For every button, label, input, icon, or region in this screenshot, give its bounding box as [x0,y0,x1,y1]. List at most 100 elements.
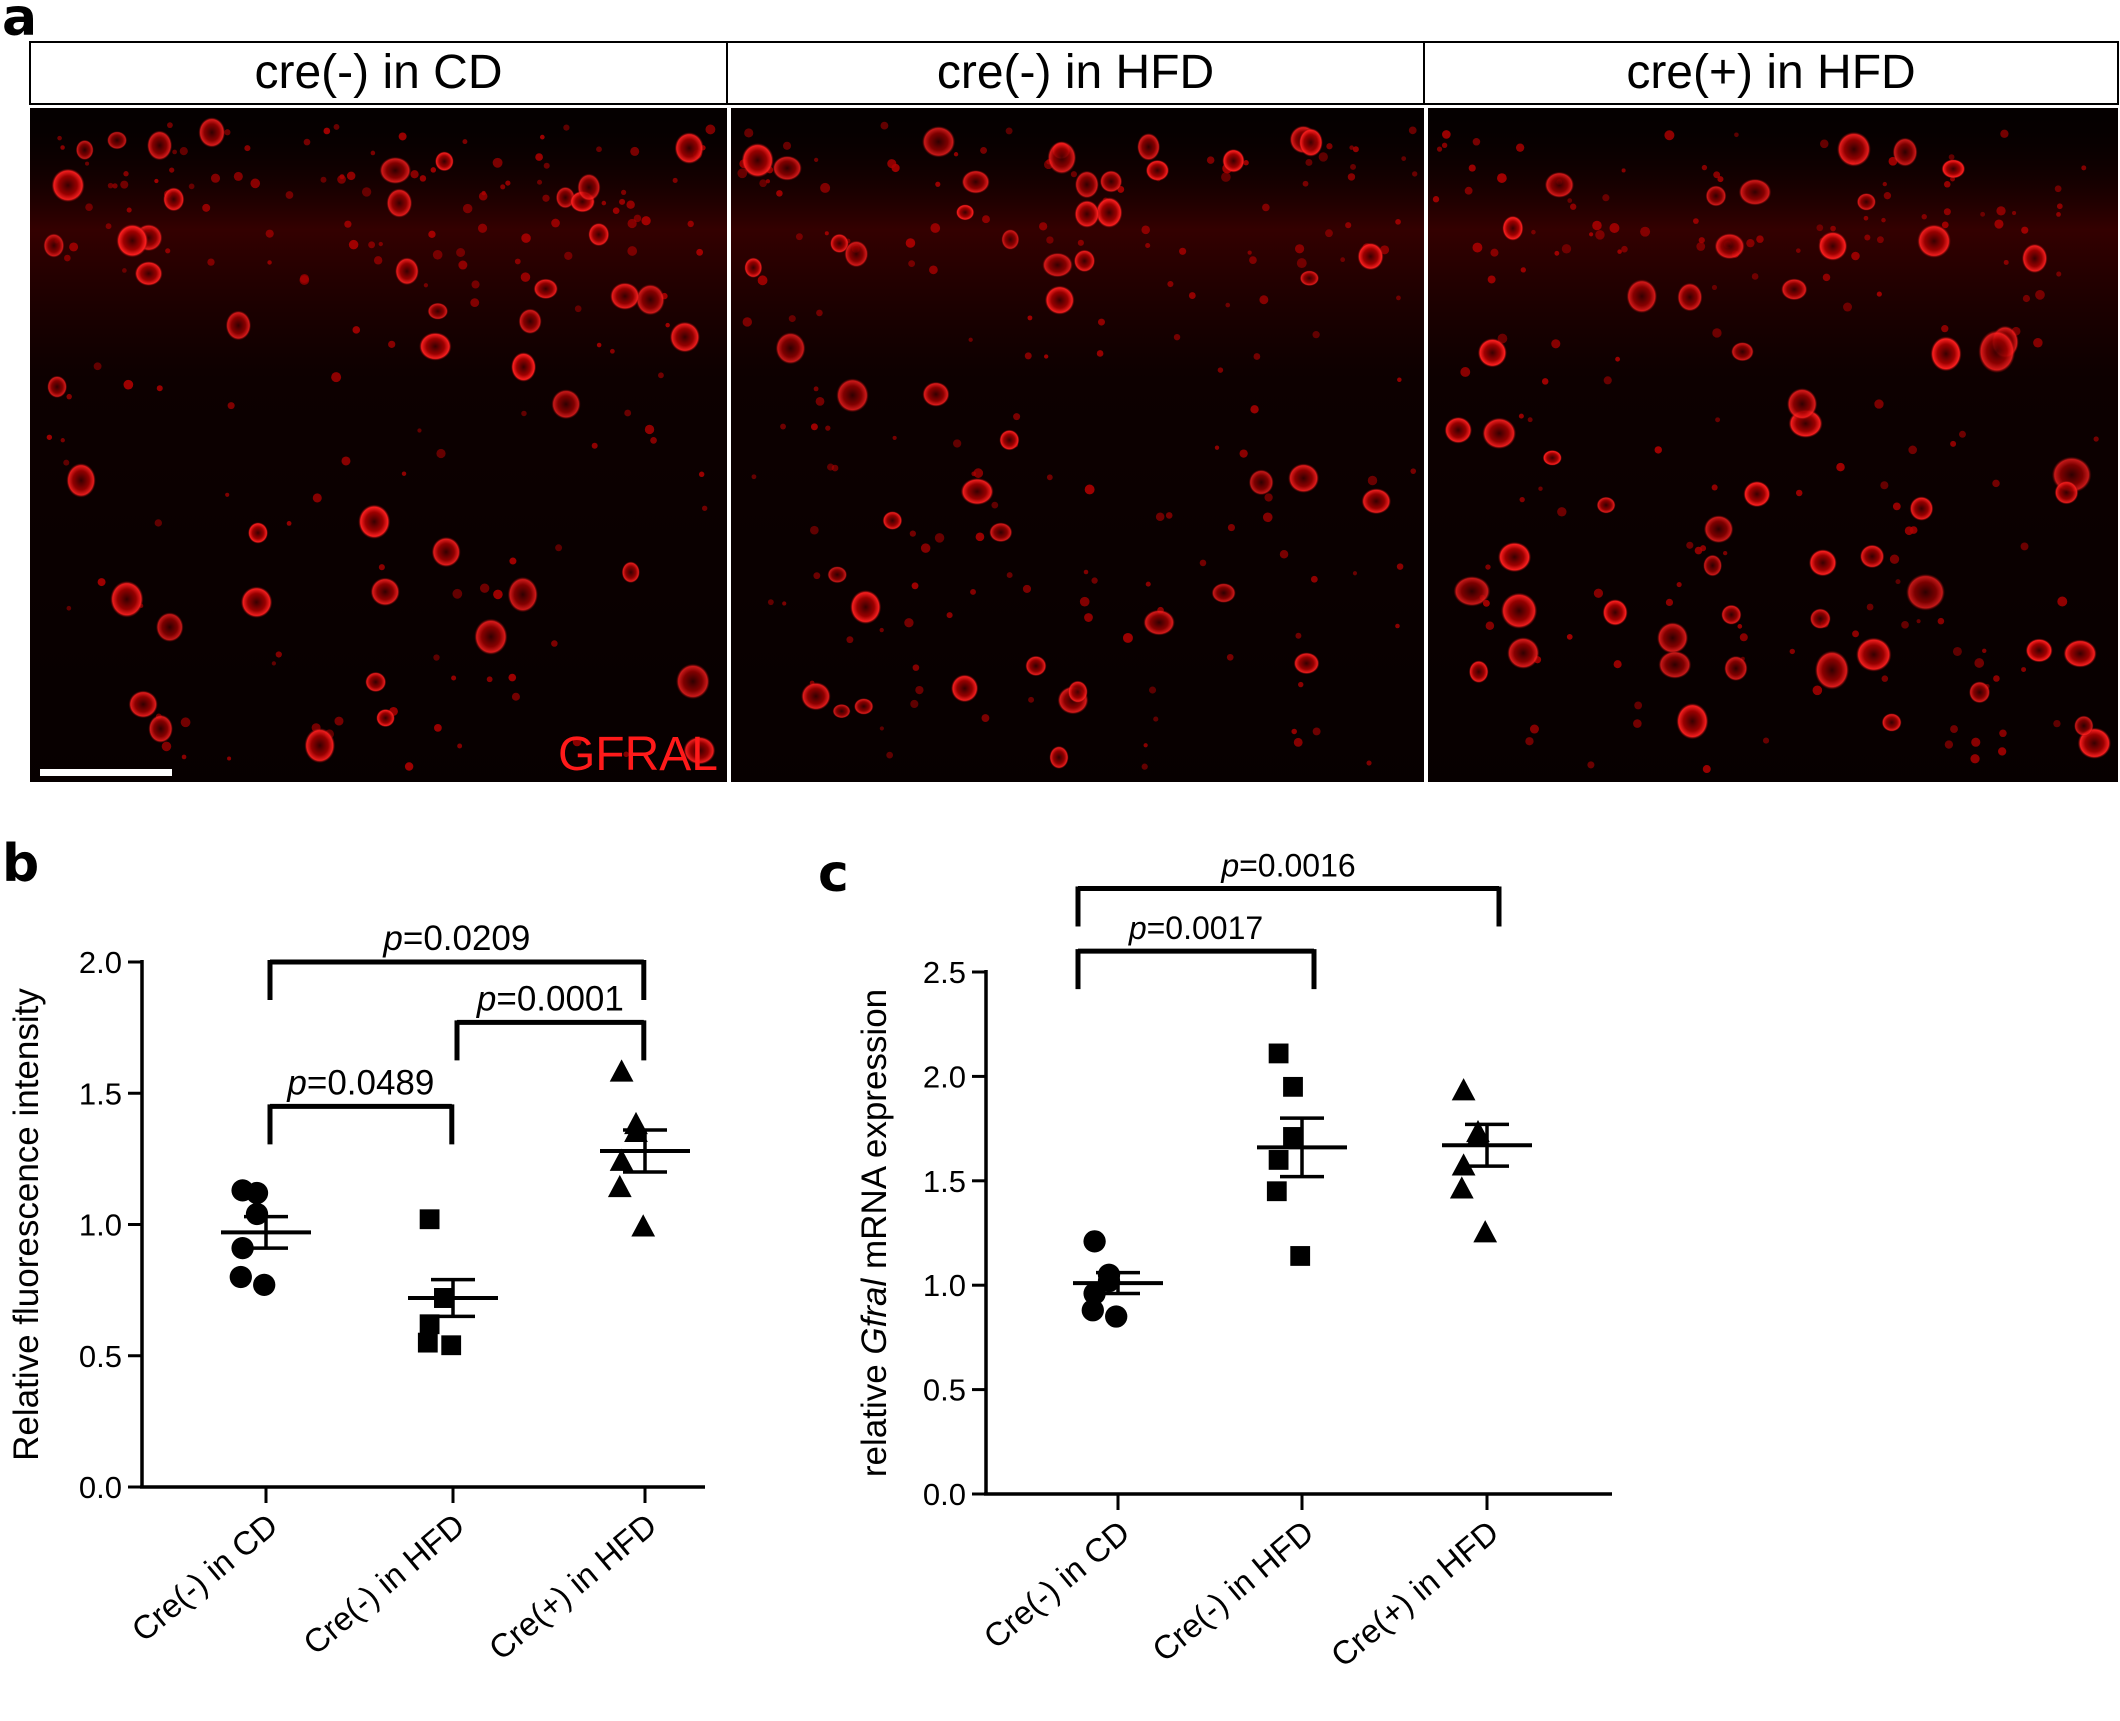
speckle [1490,248,1499,257]
cell-body [155,612,184,643]
speckle [169,167,175,173]
speckle [1325,229,1333,238]
cell-body [1497,541,1532,573]
cell-body [1073,249,1096,273]
speckle [1293,737,1303,747]
chart-b: 0.0 0.5 1.0 1.5 2.0 Relative fluorescence int… [7,919,705,1667]
speckle [980,146,988,154]
cell-body [921,125,956,158]
cell-body [577,173,601,202]
cell-body [507,576,539,613]
cell-body [1507,637,1540,670]
speckle [1561,244,1572,254]
speckle [744,128,754,138]
cell-body [434,151,454,172]
cell-body [772,155,803,181]
cell-body [1047,140,1077,175]
speckle [492,157,503,168]
speckle [1554,250,1560,256]
speckle [1141,763,1148,770]
speckle [827,463,835,471]
data-point-triangle [1449,1176,1474,1199]
cell-body [134,261,163,287]
speckle [780,423,786,430]
speckle [1952,646,1962,656]
speckle [1518,413,1524,419]
speckle [904,618,914,628]
speckle [973,468,984,478]
data-point-triangle [1451,1078,1476,1101]
data-point-triangle [607,1174,632,1198]
speckle [57,135,62,141]
speckle [85,203,93,211]
speckle [887,159,897,169]
speckle [451,675,457,681]
speckle [120,180,129,189]
cell-body [474,618,508,655]
speckle [892,435,897,441]
speckle [122,268,127,273]
speckle [1295,632,1302,639]
speckle [879,627,884,633]
speckle [520,272,531,282]
cell-body [365,671,387,693]
speckle [1436,146,1443,152]
cell-body [2025,638,2053,663]
speckle [1239,449,1248,458]
y-axis-label-part: relative [855,1355,894,1478]
cell-body [1743,480,1771,508]
speckle [1214,445,1220,450]
speckle [1527,417,1533,423]
speckle [180,717,191,728]
speckle [1043,354,1049,359]
speckle [564,251,573,260]
cell-body [961,169,990,194]
speckle [1908,445,1917,455]
cell-body [1544,171,1575,198]
speckle [1980,211,1986,217]
speckle [929,265,938,275]
speckle [624,409,632,417]
speckle [1713,171,1721,179]
speckle [1557,507,1567,517]
speckle [2053,719,2061,728]
cell-body [621,561,640,584]
cell-body [75,139,94,161]
data-point-circle [229,1265,252,1289]
speckle [705,124,716,135]
speckle [1024,352,1032,360]
speckle [1122,632,1133,643]
speckle [1916,619,1921,624]
speckle [698,471,705,478]
speckle [1217,367,1224,373]
cell-body [1656,622,1689,654]
speckle [1693,218,1699,224]
cell-body [1143,609,1176,636]
speckle [810,423,818,431]
speckle [1700,545,1707,552]
micrograph-cells [737,121,1418,770]
speckle [126,207,132,213]
speckle [1155,512,1165,522]
speckle [227,402,235,410]
speckle [433,654,440,661]
cell-body [922,381,950,407]
speckle [905,238,916,248]
speckle [1096,350,1104,357]
speckle [1083,569,1089,575]
speckle [1881,217,1886,223]
speckle [1634,701,1643,710]
speckle [188,183,195,190]
speckle [591,442,598,449]
speckle [521,410,527,417]
speckle [1367,475,1378,486]
cell-body [1074,170,1099,199]
speckle [1515,143,1525,152]
speckle [934,533,945,543]
cell-body [1781,278,1808,301]
speckle [1948,154,1955,160]
cell-body [844,240,869,268]
speckle [227,756,232,761]
speckle [1143,743,1148,748]
speckle [378,564,385,571]
